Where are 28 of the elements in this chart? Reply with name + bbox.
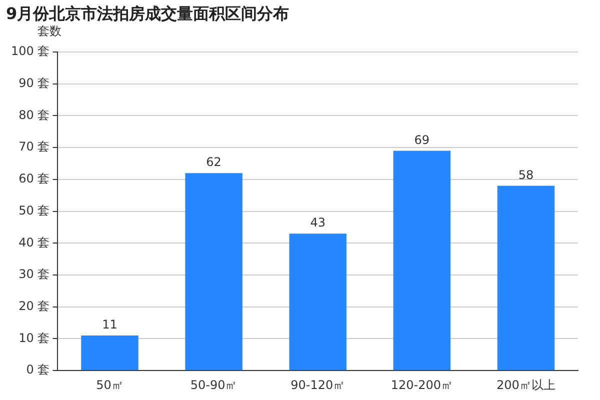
y-tick-label: 90 套 [18,76,50,90]
data-label: 43 [310,216,326,230]
data-label: 62 [206,155,222,170]
y-tick-label: 50 套 [18,203,50,218]
bar [289,234,346,370]
x-tick-label: 50-90㎡ [190,378,238,392]
x-tick-label: 90-120㎡ [290,378,346,392]
bar [393,150,451,370]
y-tick-label: 10 套 [18,330,50,345]
y-tick-label: 20 套 [18,299,50,314]
x-tick-label: 120-200㎡ [390,378,453,392]
data-label: 69 [414,132,430,147]
data-label: 11 [102,318,118,332]
y-tick-label: 70 套 [18,140,50,154]
chart-title: 9月份北京市法拍房成交量面积区间分布 [6,4,290,25]
y-tick-label: 0 套 [26,362,50,377]
y-tick-label: 40 套 [18,235,50,250]
bar [497,186,555,370]
y-axis-title: 套数 [38,24,62,38]
bar [81,336,138,370]
x-tick-label: 50㎡ [96,378,124,392]
y-tick-label: 30 套 [18,267,50,282]
y-tick-label: 80 套 [18,108,50,122]
data-label: 58 [518,168,534,182]
bar [185,173,242,370]
x-tick-label: 200㎡以上 [496,378,556,392]
y-tick-label: 100 套 [11,44,50,58]
y-tick-label: 60 套 [18,172,50,186]
